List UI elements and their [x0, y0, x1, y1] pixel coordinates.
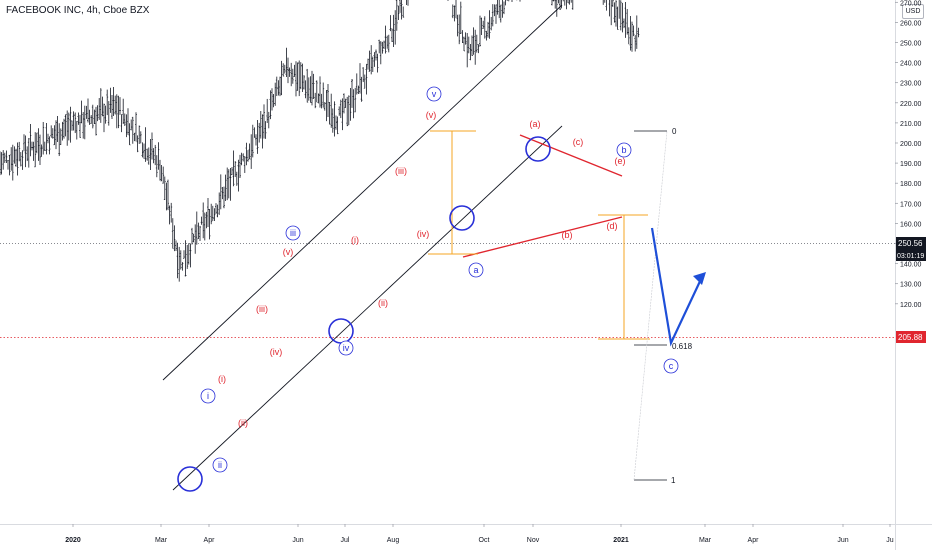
wave-label-red: (d)	[607, 221, 618, 231]
wave-label-red: (ii)	[378, 298, 388, 308]
wave-label-circle	[212, 457, 228, 473]
x-tick-label: 2020	[65, 537, 81, 544]
x-tick-label: Ju	[886, 537, 894, 544]
time-axis-labels: 2020 Mar Apr Jun Jul Aug Oct Nov 2021 Mar Apr Jun Ju	[65, 524, 894, 544]
wave-label-red: (ii)	[238, 418, 248, 428]
x-tick-label: Oct	[479, 537, 490, 544]
wave-label-blue: iii	[290, 228, 296, 238]
last-price-label: 250.56	[898, 239, 923, 248]
wave-label-blue: a	[473, 265, 478, 275]
wave-label-circle	[663, 358, 679, 374]
price-axis-labels: 120.00130.00140.00150.00160.00170.00180.…	[895, 0, 922, 309]
fib-label-zero: 0	[672, 127, 677, 136]
x-tick-label: Apr	[748, 537, 760, 544]
wave-label-blue: c	[669, 361, 674, 371]
wave-label-blue: ii	[218, 460, 222, 470]
y-tick-label: 190.00	[900, 161, 922, 168]
wave-label-red: (b)	[562, 230, 573, 240]
x-tick-label: Aug	[387, 537, 400, 544]
last-price-badge	[896, 237, 926, 249]
wave-label-circle	[200, 388, 216, 404]
wave-label-red: (c)	[573, 137, 584, 147]
wave-label-red: (a)	[530, 119, 541, 129]
y-tick-label: 240.00	[900, 61, 922, 68]
wave-label-circle	[426, 86, 442, 102]
pivot-circle-1	[177, 466, 203, 492]
fib-label-mid: 0.618	[672, 342, 693, 351]
y-tick-label: 250.00	[900, 41, 922, 48]
channel-lower-line	[172, 125, 563, 491]
wave-label-red: (v)	[283, 247, 294, 257]
channel-upper-line	[162, 4, 563, 381]
y-tick-label: 140.00	[900, 262, 922, 269]
x-tick-label: Jul	[341, 537, 350, 544]
wave-label-blue: b	[621, 145, 626, 155]
fib-label-one: 1	[671, 476, 676, 485]
wave-label-red: (e)	[615, 156, 626, 166]
fib-trend-line	[633, 130, 668, 481]
x-tick-label: Jun	[292, 537, 303, 544]
wave-label-red: (iv)	[270, 347, 283, 357]
countdown-badge	[896, 249, 926, 261]
x-tick-label: Jun	[837, 537, 848, 544]
triangle-lower-line	[462, 216, 623, 258]
x-tick-label: Mar	[699, 537, 712, 544]
wave-label-red: (i)	[351, 235, 359, 245]
wave-label-circle	[338, 340, 354, 356]
y-tick-label: 260.00	[900, 20, 922, 27]
y-tick-label: 230.00	[900, 81, 922, 88]
y-tick-label: 120.00	[900, 302, 922, 309]
wave-label-red: (v)	[426, 110, 437, 120]
pivot-circle-3	[449, 205, 475, 231]
wave-label-blue: i	[207, 391, 209, 401]
projection-arrow-path	[650, 227, 703, 347]
wave-label-red: (iii)	[256, 304, 268, 314]
triangle-upper-line	[519, 134, 623, 177]
x-tick-label: Nov	[527, 537, 540, 544]
currency-badge[interactable]: USD	[902, 4, 924, 19]
marked-level-badge	[896, 331, 926, 343]
y-tick-label: 220.00	[900, 101, 922, 108]
chart-title: FACEBOOK INC, 4h, Cboe BZX	[6, 5, 150, 16]
wave-label-circle	[468, 262, 484, 278]
x-tick-label: 2021	[613, 537, 629, 544]
wave-label-circle	[616, 142, 632, 158]
y-tick-label: 130.00	[900, 282, 922, 289]
wave-drawings: iiiiiiivvabc(i)(i)(ii)(ii)(iii)(iii)(iv)…	[162, 4, 706, 492]
y-tick-label: 210.00	[900, 121, 922, 128]
y-tick-label: 200.00	[900, 141, 922, 148]
wave-label-red: (i)	[218, 374, 226, 384]
pivot-circle-2	[328, 318, 354, 344]
projection-arrow-head	[693, 272, 706, 285]
y-tick-label: 270.00	[900, 0, 922, 7]
x-tick-label: Apr	[204, 537, 216, 544]
ohlc-bars	[0, 0, 640, 282]
wave-label-circle	[285, 225, 301, 241]
countdown-label: 03:01:19	[897, 253, 924, 260]
y-tick-label: 170.00	[900, 201, 922, 208]
marked-level-label: 205.88	[898, 333, 923, 342]
wave-label-red: (iv)	[417, 229, 430, 239]
wave-label-red: (iii)	[395, 166, 407, 176]
x-tick-label: Mar	[155, 537, 168, 544]
wave-label-blue: v	[432, 89, 437, 99]
pivot-circle-4	[525, 136, 551, 162]
y-tick-label: 160.00	[900, 221, 922, 228]
wave-label-blue: iv	[343, 343, 350, 353]
y-tick-label: 180.00	[900, 181, 922, 188]
